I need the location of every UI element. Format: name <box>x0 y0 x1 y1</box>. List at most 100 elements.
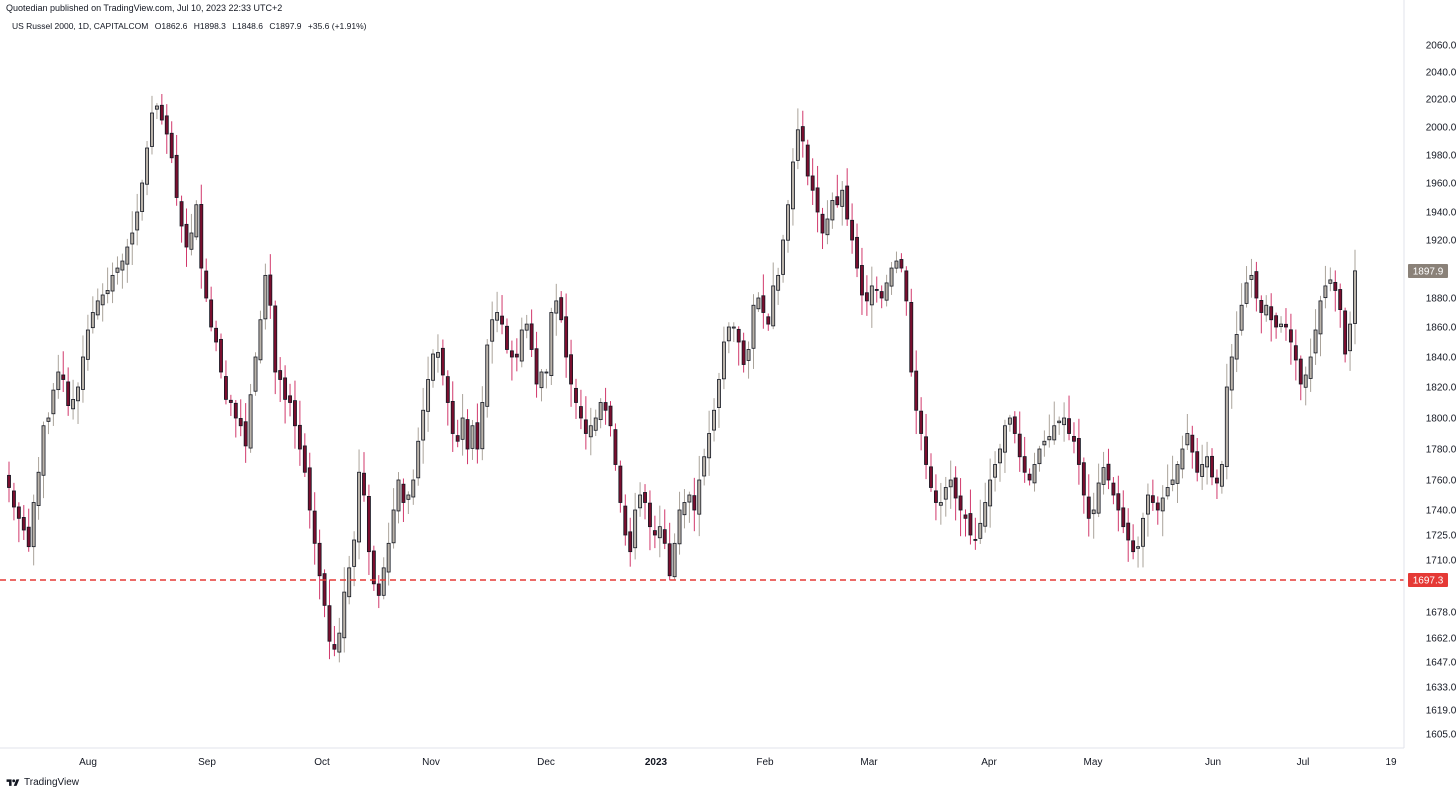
candle-body <box>1229 356 1234 391</box>
published-info: Quotedian published on TradingView.com, … <box>6 3 283 13</box>
candle-body <box>1027 473 1032 481</box>
candle <box>135 193 140 246</box>
price-axis[interactable]: 2060.0 2040.0 2020.0 2000.0 1980.0 1960.0 1940… <box>1426 41 1456 741</box>
candle <box>1017 411 1022 472</box>
candle-body <box>401 483 406 503</box>
candle <box>805 139 810 186</box>
candle <box>1121 490 1126 534</box>
candle-body <box>953 477 958 499</box>
candle-body <box>366 496 371 553</box>
candle-body <box>578 406 583 419</box>
candle-body <box>978 522 983 539</box>
candle-body <box>805 144 810 177</box>
candle <box>840 181 845 226</box>
candle-body <box>174 154 179 198</box>
candle-body <box>1259 300 1264 313</box>
candle-body <box>1081 462 1086 496</box>
candle-body <box>46 417 51 422</box>
candle-body <box>717 379 721 408</box>
candle-body <box>559 297 564 321</box>
time-axis[interactable]: Aug Sep Oct Nov Dec 2023 Feb Mar Apr May Jun Jul 19 <box>79 757 1397 768</box>
footer-brand[interactable]: TradingView <box>24 777 80 788</box>
candle-body <box>662 529 667 544</box>
candle <box>219 333 223 379</box>
candle <box>1328 267 1333 292</box>
candle <box>1313 309 1318 365</box>
candle-body <box>1047 436 1052 441</box>
candle-body <box>830 199 835 221</box>
candle-body <box>145 147 149 185</box>
candle <box>657 505 662 558</box>
candle <box>130 211 135 266</box>
candle-body <box>623 505 628 536</box>
candle <box>505 318 509 354</box>
candle-body <box>445 376 450 403</box>
candle-body <box>337 632 342 653</box>
price-tick-label: 1800.0 <box>1426 414 1456 425</box>
candle-body <box>302 445 307 473</box>
candle <box>317 529 322 600</box>
candle <box>1116 475 1121 532</box>
candle-body <box>51 389 56 415</box>
candle <box>1239 283 1244 336</box>
candle <box>672 533 677 580</box>
candle-body <box>371 550 376 585</box>
candle-body <box>593 417 598 431</box>
candle <box>712 398 716 442</box>
candle-body <box>460 417 465 440</box>
candle-body <box>150 112 154 147</box>
candle <box>1106 448 1111 490</box>
candle <box>519 317 524 368</box>
candle-body <box>485 344 490 407</box>
symbol-name[interactable]: US Russel 2000, 1D, CAPITALCOM <box>12 21 149 31</box>
footer: TradingView <box>6 777 79 788</box>
candle-body <box>1254 271 1259 299</box>
candle <box>1190 425 1195 469</box>
candle <box>7 461 11 503</box>
candle-body <box>357 471 361 543</box>
candle <box>850 203 855 254</box>
candle <box>288 383 292 417</box>
candle-body <box>1012 416 1017 434</box>
candle-body <box>283 377 288 400</box>
candle <box>963 509 968 537</box>
candle-body <box>500 315 504 325</box>
candle-body <box>327 605 332 642</box>
candle <box>1333 270 1338 312</box>
candle <box>652 515 657 549</box>
candle-body <box>741 340 746 365</box>
candle <box>1037 445 1042 472</box>
candle-body <box>85 329 90 360</box>
ohlc-change: +35.6 (+1.91%) <box>307 21 367 31</box>
candle <box>61 351 66 393</box>
candle-body <box>194 204 199 238</box>
candle-body <box>1062 417 1067 426</box>
candle <box>707 410 712 476</box>
price-tick-label: 1940.0 <box>1426 208 1456 219</box>
candle <box>633 492 638 560</box>
candle <box>855 223 859 278</box>
candle-body <box>933 490 938 503</box>
candle <box>253 352 258 396</box>
candle <box>860 247 864 315</box>
candle <box>687 491 692 523</box>
candle-body <box>1249 274 1254 280</box>
candle-body <box>894 260 899 269</box>
candle <box>189 213 194 256</box>
candle-body <box>1200 464 1205 477</box>
candle <box>36 456 41 520</box>
candle <box>41 421 46 499</box>
candle-body <box>924 436 928 465</box>
candle-body <box>869 285 874 306</box>
candle-body <box>416 440 421 479</box>
candle <box>258 310 263 364</box>
candle <box>1205 441 1210 485</box>
price-tick-label: 1740.0 <box>1426 506 1456 517</box>
candle-body <box>71 398 76 410</box>
candle-body <box>1318 300 1323 335</box>
candle <box>559 291 564 323</box>
candle <box>810 158 815 205</box>
candle <box>1229 344 1234 409</box>
candle <box>919 397 924 451</box>
